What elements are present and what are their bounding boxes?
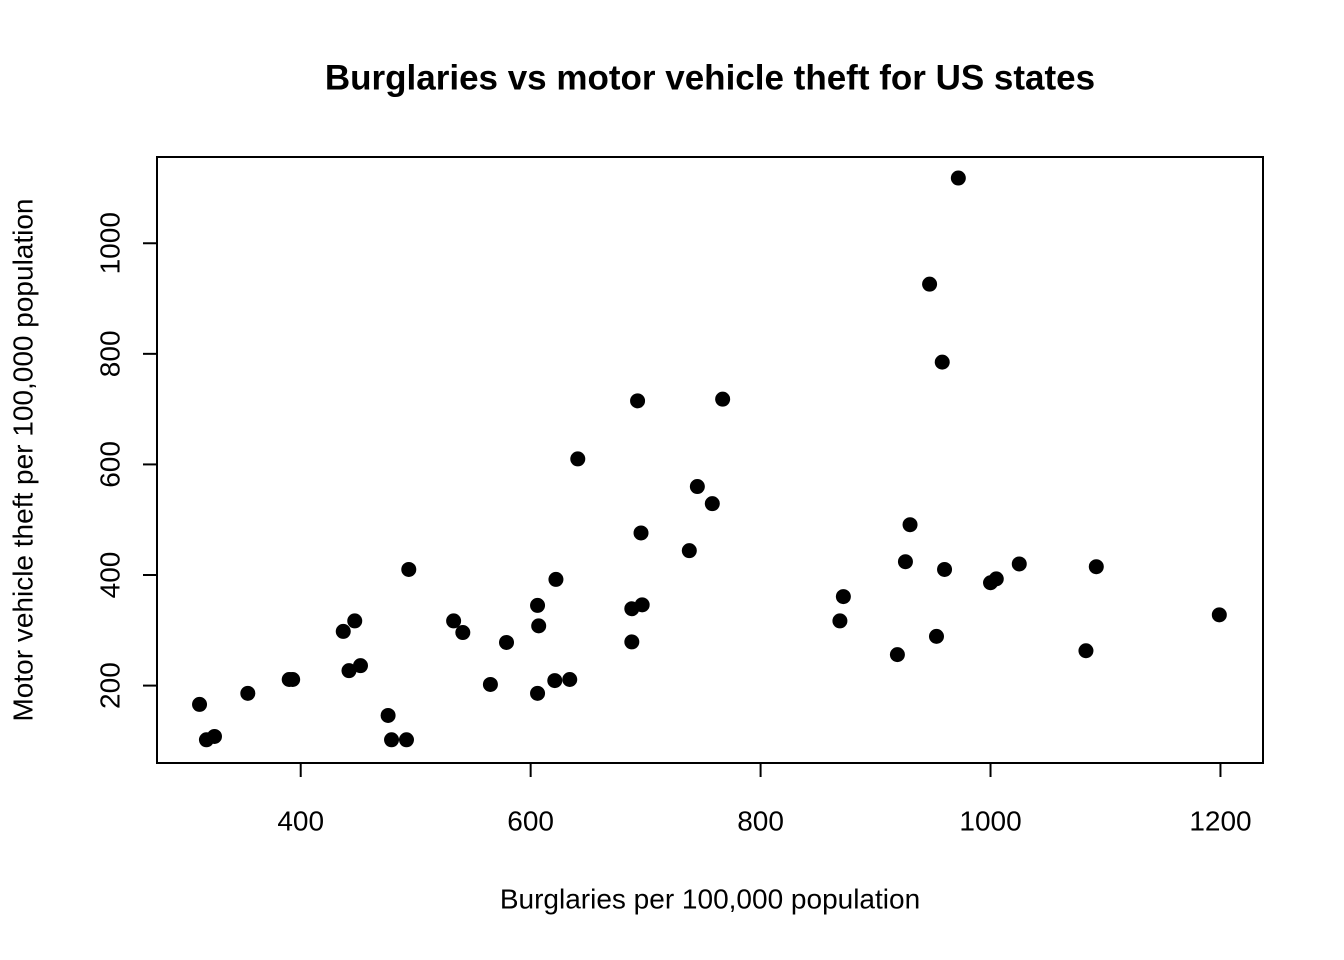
point [928, 628, 944, 644]
point [352, 658, 368, 674]
point [285, 672, 301, 688]
point [624, 634, 640, 650]
point [704, 496, 720, 512]
point [950, 170, 966, 186]
x-tick-label: 400 [277, 805, 324, 836]
point [1078, 643, 1094, 659]
y-tick-label: 800 [94, 330, 125, 377]
point [988, 571, 1004, 587]
y-axis-label: Motor vehicle theft per 100,000 populati… [7, 198, 38, 721]
y-tick-label: 600 [94, 441, 125, 488]
x-tick-label: 1000 [959, 805, 1021, 836]
point [562, 672, 578, 688]
plot-frame [156, 156, 1264, 764]
point [934, 354, 950, 370]
point [902, 517, 918, 533]
point [689, 479, 705, 495]
point [380, 707, 396, 723]
point [897, 554, 913, 570]
point [499, 634, 515, 650]
point [530, 597, 546, 613]
point [1211, 607, 1227, 623]
point [347, 613, 363, 629]
point [681, 543, 697, 559]
x-tick-label: 600 [507, 805, 554, 836]
y-tick-label: 400 [94, 552, 125, 599]
point [401, 561, 417, 577]
point [570, 451, 586, 467]
point [1011, 556, 1027, 572]
x-tick-label: 800 [737, 805, 784, 836]
point [633, 525, 649, 541]
point [630, 393, 646, 409]
point [715, 391, 731, 407]
point [832, 613, 848, 629]
point [548, 571, 564, 587]
point [384, 732, 400, 748]
point [398, 732, 414, 748]
point [889, 647, 905, 663]
point [341, 663, 357, 679]
point [446, 613, 462, 629]
point [240, 685, 256, 701]
point [530, 685, 546, 701]
point [835, 589, 851, 605]
point [192, 696, 208, 712]
x-tick-label: 1200 [1189, 805, 1251, 836]
point [547, 673, 563, 689]
x-axis-label: Burglaries per 100,000 population [500, 883, 920, 914]
point [335, 623, 351, 639]
point [937, 561, 953, 577]
point [455, 625, 471, 641]
point [634, 597, 650, 613]
y-tick-label: 1000 [94, 212, 125, 274]
point [1088, 559, 1104, 575]
point [922, 276, 938, 292]
y-tick-label: 200 [94, 662, 125, 709]
chart-title: Burglaries vs motor vehicle theft for US… [325, 58, 1095, 97]
point [482, 676, 498, 692]
point [531, 618, 547, 634]
point [206, 728, 222, 744]
